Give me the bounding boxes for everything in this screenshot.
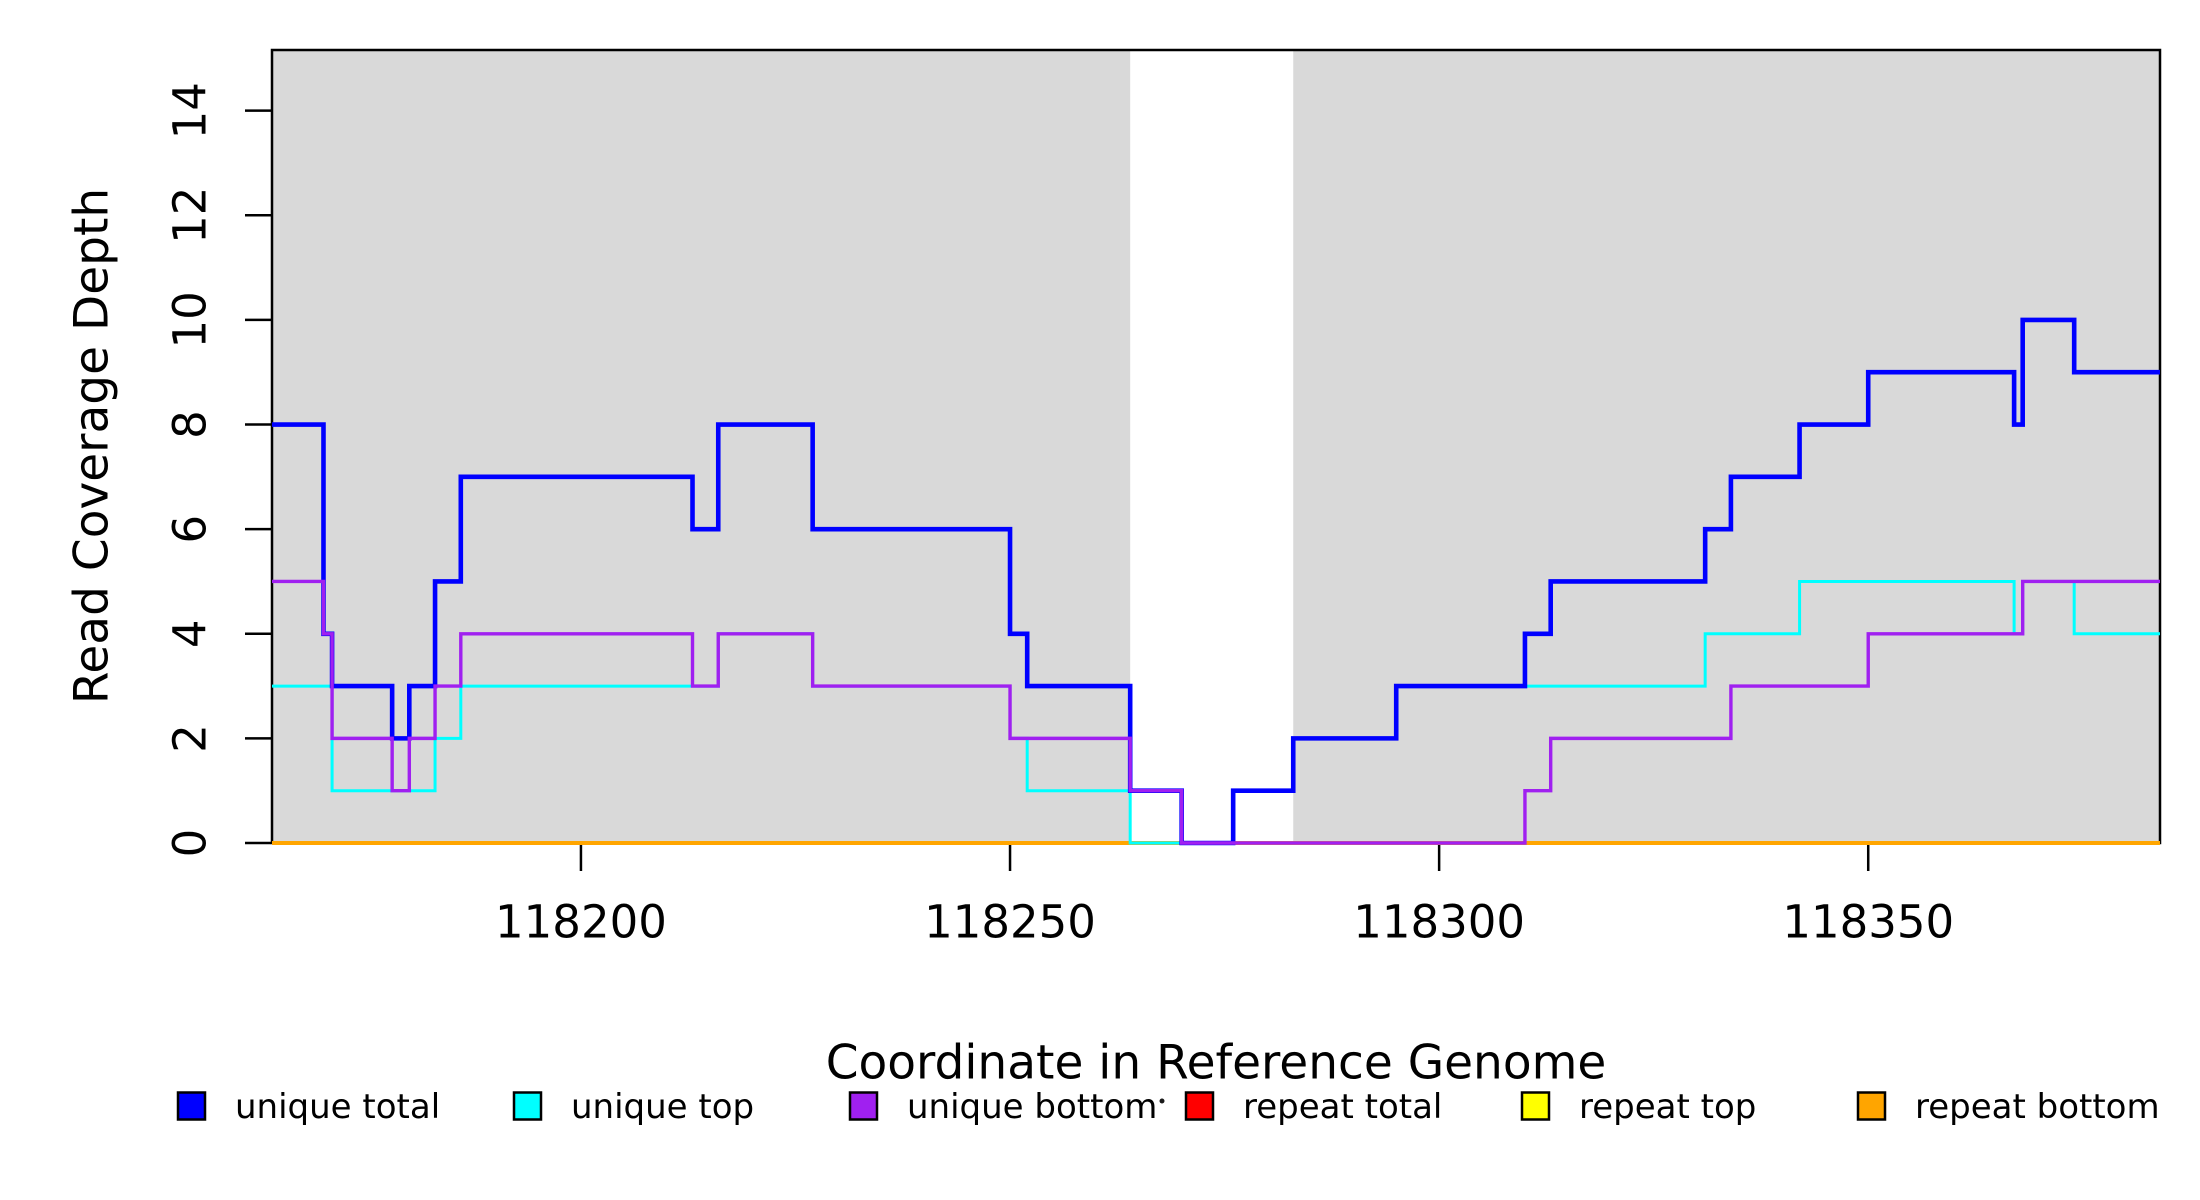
shaded-region bbox=[272, 50, 1131, 843]
legend-label-unique-bottom: unique bottom bbox=[907, 1087, 1157, 1127]
shaded-region bbox=[1293, 50, 2160, 843]
legend-label-repeat-bottom: repeat bottom bbox=[1915, 1087, 2160, 1127]
legend-swatch-repeat-top bbox=[1520, 1091, 1551, 1121]
y-tick-label: 8 bbox=[164, 410, 217, 439]
y-tick-label: 10 bbox=[164, 291, 217, 348]
y-axis: 0 2 4 6 8 10 12 14 bbox=[164, 82, 271, 858]
y-tick-label: 4 bbox=[164, 619, 217, 648]
y-tick-label: 14 bbox=[164, 82, 217, 139]
legend-swatch-unique-bottom bbox=[848, 1091, 879, 1121]
legend-swatch-unique-top bbox=[512, 1091, 543, 1121]
legend-swatch-repeat-total bbox=[1184, 1091, 1215, 1121]
y-tick-label: 0 bbox=[164, 829, 217, 858]
x-tick-label: 118200 bbox=[495, 896, 667, 949]
y-tick-label: 6 bbox=[164, 515, 217, 544]
y-axis-title: Read Coverage Depth bbox=[65, 188, 120, 704]
x-tick-label: 118350 bbox=[1782, 896, 1954, 949]
legend-label-repeat-total: repeat total bbox=[1243, 1087, 1442, 1127]
legend-swatch-unique-total bbox=[176, 1091, 207, 1121]
series-lines bbox=[272, 317, 2160, 846]
legend: unique total unique top unique bottom repea… bbox=[176, 1087, 2160, 1127]
y-tick-label: 12 bbox=[164, 187, 217, 244]
x-axis-title: Coordinate in Reference Genome bbox=[826, 1036, 1607, 1091]
x-tick-label: 118250 bbox=[924, 896, 1096, 949]
legend-label-unique-total: unique total bbox=[235, 1087, 440, 1127]
y-tick-label: 2 bbox=[164, 724, 217, 753]
series-line-unique-bottom bbox=[272, 579, 2160, 845]
x-tick-label: 118300 bbox=[1353, 896, 1525, 949]
legend-swatch-repeat-bottom bbox=[1856, 1091, 1887, 1121]
legend-label-repeat-top: repeat top bbox=[1579, 1087, 1756, 1127]
legend-label-unique-top: unique top bbox=[571, 1087, 754, 1127]
legend-stray-dot bbox=[1159, 1098, 1165, 1104]
shaded-regions bbox=[272, 50, 2160, 843]
x-axis: 118200 118250 118300 118350 bbox=[495, 844, 1954, 949]
